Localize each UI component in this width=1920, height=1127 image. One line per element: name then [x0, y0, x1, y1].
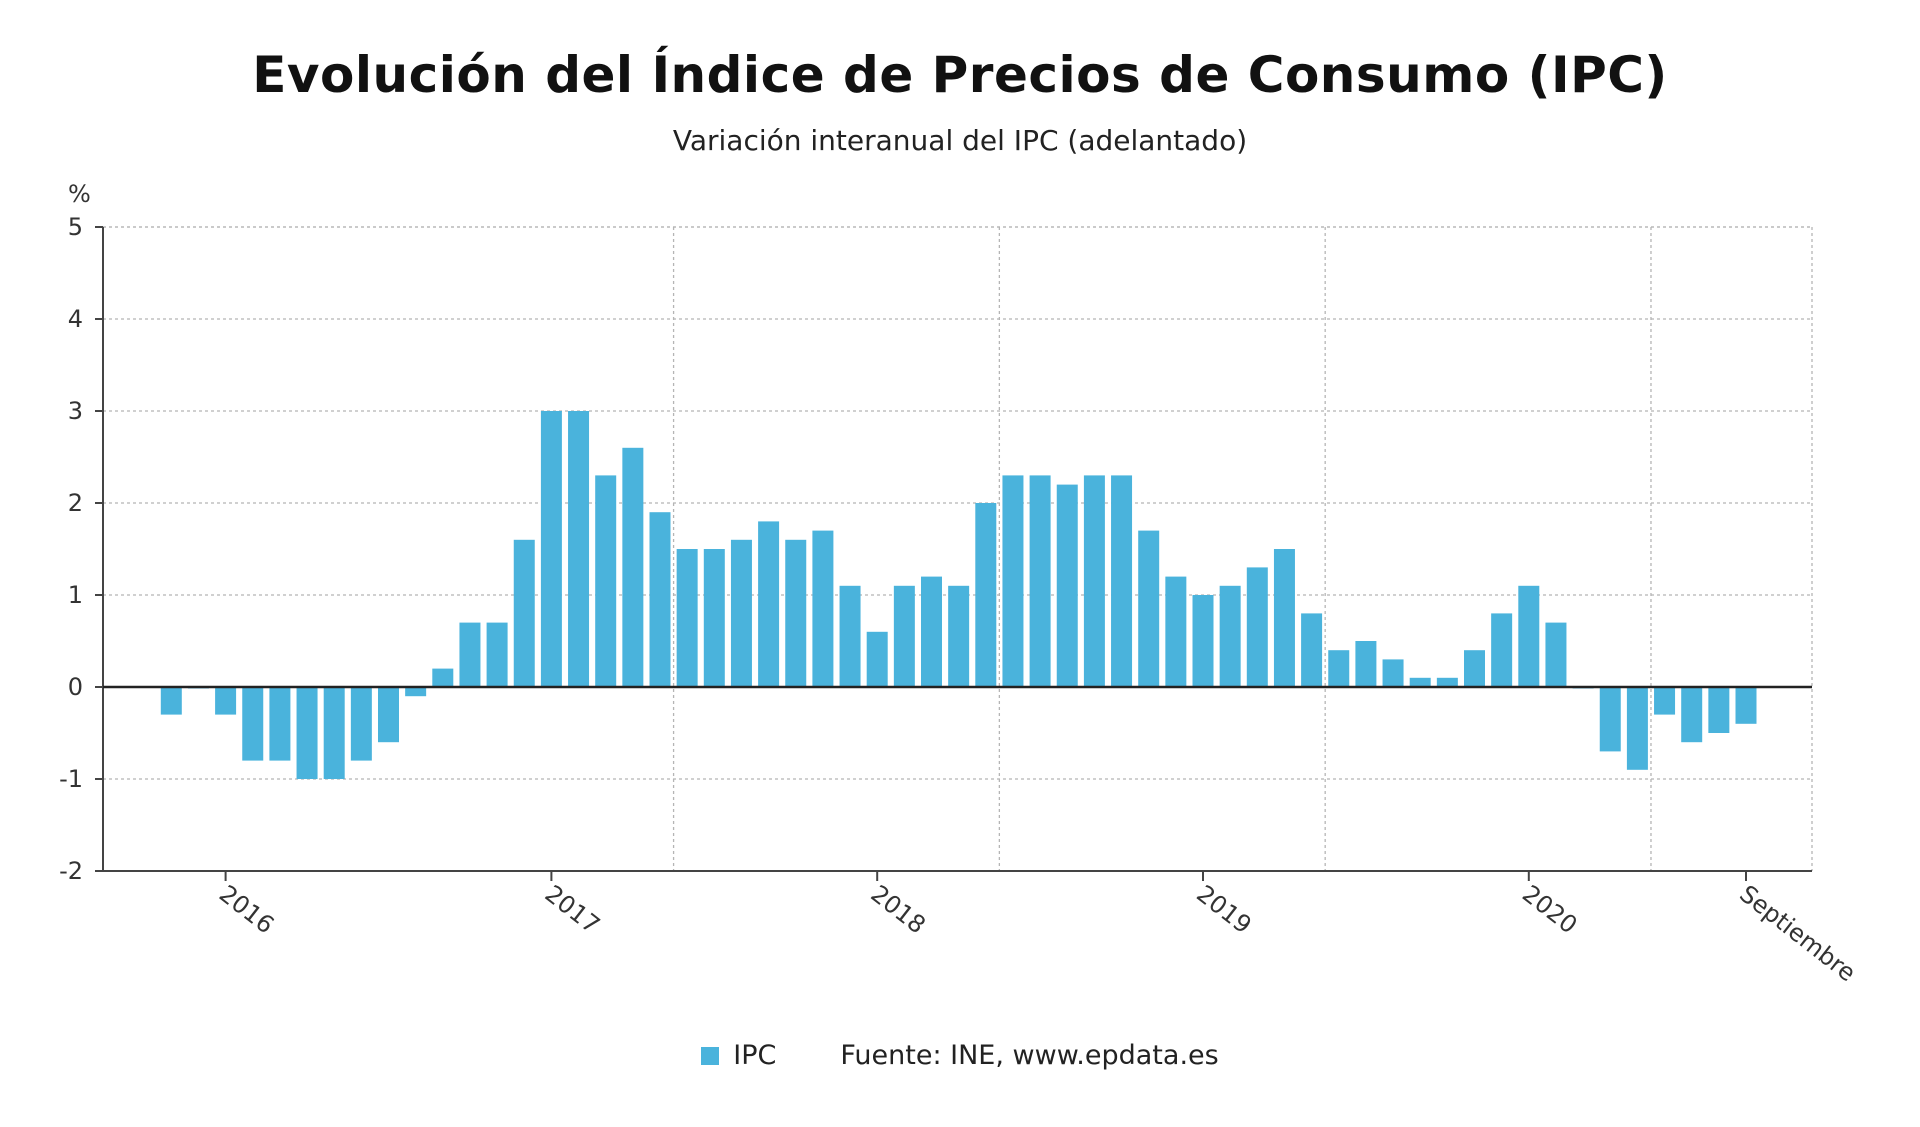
bar-ipc[interactable] — [568, 411, 590, 687]
bar-ipc[interactable] — [1681, 687, 1703, 743]
bar-ipc[interactable] — [1654, 687, 1676, 715]
y-tick-label: 4 — [68, 305, 83, 333]
source-note: Fuente: INE, www.epdata.es — [840, 1040, 1219, 1071]
y-tick-label: 0 — [68, 673, 83, 701]
bar-ipc[interactable] — [758, 521, 780, 687]
bar-ipc[interactable] — [296, 687, 318, 779]
bar-ipc[interactable] — [486, 622, 508, 687]
grid-layer — [103, 226, 1813, 872]
bar-ipc[interactable] — [649, 512, 671, 687]
bar-ipc[interactable] — [540, 411, 562, 687]
bar-ipc[interactable] — [378, 687, 399, 743]
bar-ipc[interactable] — [1111, 475, 1133, 687]
bar-ipc[interactable] — [1464, 650, 1485, 687]
bar-ipc[interactable] — [323, 687, 345, 779]
bar-ipc[interactable] — [1056, 484, 1078, 687]
bar-ipc[interactable] — [703, 549, 725, 687]
bar-ipc[interactable] — [459, 622, 481, 687]
bar-ipc[interactable] — [1436, 677, 1458, 687]
y-axis-unit-label: % — [68, 180, 91, 208]
bar-ipc[interactable] — [1273, 549, 1295, 687]
bar-ipc[interactable] — [1545, 622, 1567, 687]
bar-ipc[interactable] — [1355, 641, 1377, 687]
bar-ipc[interactable] — [1219, 585, 1241, 687]
bar-ipc[interactable] — [1409, 677, 1431, 687]
bar-ipc[interactable] — [1382, 659, 1404, 687]
bar-ipc[interactable] — [1708, 687, 1730, 733]
bar-ipc[interactable] — [975, 503, 997, 687]
bars-layer — [160, 411, 1757, 779]
chart-title: Evolución del Índice de Precios de Consu… — [252, 46, 1668, 104]
bar-ipc[interactable] — [1491, 613, 1513, 687]
y-tick-label: 2 — [68, 489, 83, 517]
bar-ipc[interactable] — [432, 668, 454, 687]
bar-ipc[interactable] — [812, 530, 834, 687]
x-tick-label: 2019 — [1191, 880, 1256, 940]
bar-ipc[interactable] — [405, 687, 427, 697]
bar-ipc[interactable] — [1246, 567, 1268, 687]
bar-ipc[interactable] — [1029, 475, 1051, 687]
bar-ipc[interactable] — [785, 539, 807, 687]
bar-ipc[interactable] — [1165, 576, 1187, 687]
bar-ipc[interactable] — [160, 687, 182, 715]
y-tick-label: 5 — [68, 213, 83, 241]
legend-swatch-ipc[interactable] — [701, 1046, 720, 1065]
y-tick-label: 1 — [68, 581, 83, 609]
bar-ipc[interactable] — [1192, 595, 1214, 687]
bar-ipc[interactable] — [948, 585, 970, 687]
bar-ipc[interactable] — [215, 687, 237, 715]
bar-ipc[interactable] — [676, 549, 698, 687]
y-tick-label: -2 — [59, 857, 83, 885]
x-tick-label: 2016 — [214, 880, 279, 940]
bar-ipc[interactable] — [595, 475, 617, 687]
bar-ipc[interactable] — [1083, 475, 1105, 687]
x-tick-label: Septiembre — [1734, 880, 1861, 988]
bar-ipc[interactable] — [1626, 687, 1648, 770]
legend-label-ipc[interactable]: IPC — [733, 1040, 777, 1071]
x-tick-label: 2017 — [540, 880, 605, 940]
bar-ipc[interactable] — [1599, 687, 1621, 752]
bar-ipc[interactable] — [921, 576, 942, 687]
bar-ipc[interactable] — [1301, 613, 1323, 687]
chart-subtitle: Variación interanual del IPC (adelantado… — [672, 124, 1248, 157]
legend: IPC Fuente: INE, www.epdata.es — [0, 1040, 1920, 1071]
bar-ipc[interactable] — [622, 447, 644, 687]
bar-ipc[interactable] — [350, 687, 372, 761]
bar-ipc[interactable] — [1002, 475, 1024, 687]
bar-ipc[interactable] — [1518, 585, 1540, 687]
bar-ipc[interactable] — [269, 687, 291, 761]
bar-ipc[interactable] — [839, 585, 861, 687]
bar-ipc[interactable] — [730, 539, 752, 687]
bar-ipc[interactable] — [1138, 530, 1160, 687]
bar-ipc[interactable] — [1735, 687, 1757, 724]
bar-ipc[interactable] — [893, 585, 915, 687]
bar-ipc[interactable] — [866, 631, 888, 687]
bar-ipc[interactable] — [1328, 650, 1350, 687]
y-tick-label: -1 — [59, 765, 83, 793]
bar-ipc[interactable] — [513, 539, 535, 687]
x-tick-label: 2018 — [866, 880, 931, 940]
bar-ipc[interactable] — [242, 687, 264, 761]
x-tick-label: 2020 — [1517, 880, 1582, 940]
y-tick-label: 3 — [68, 397, 83, 425]
